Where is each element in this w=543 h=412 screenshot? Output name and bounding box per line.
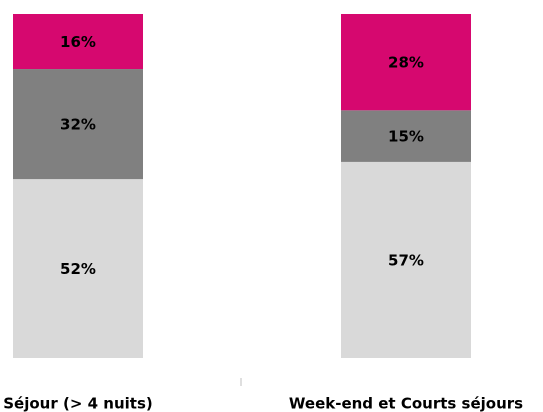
bar-segment bbox=[341, 14, 471, 111]
data-label: 32% bbox=[60, 116, 96, 134]
data-label: 28% bbox=[388, 54, 424, 72]
bar-segment bbox=[13, 179, 143, 358]
bar-segment bbox=[341, 110, 471, 162]
data-label: 16% bbox=[60, 33, 96, 51]
x-tick-label: Séjour (> 4 nuits) bbox=[3, 395, 152, 412]
data-label: 15% bbox=[388, 128, 424, 146]
bar-segment bbox=[341, 161, 471, 358]
bar-segment bbox=[13, 14, 143, 70]
data-label: 52% bbox=[60, 260, 96, 278]
data-label: 57% bbox=[388, 251, 424, 269]
x-tick-label: Week-end et Courts séjours bbox=[289, 395, 523, 412]
bar-segment bbox=[13, 69, 143, 180]
